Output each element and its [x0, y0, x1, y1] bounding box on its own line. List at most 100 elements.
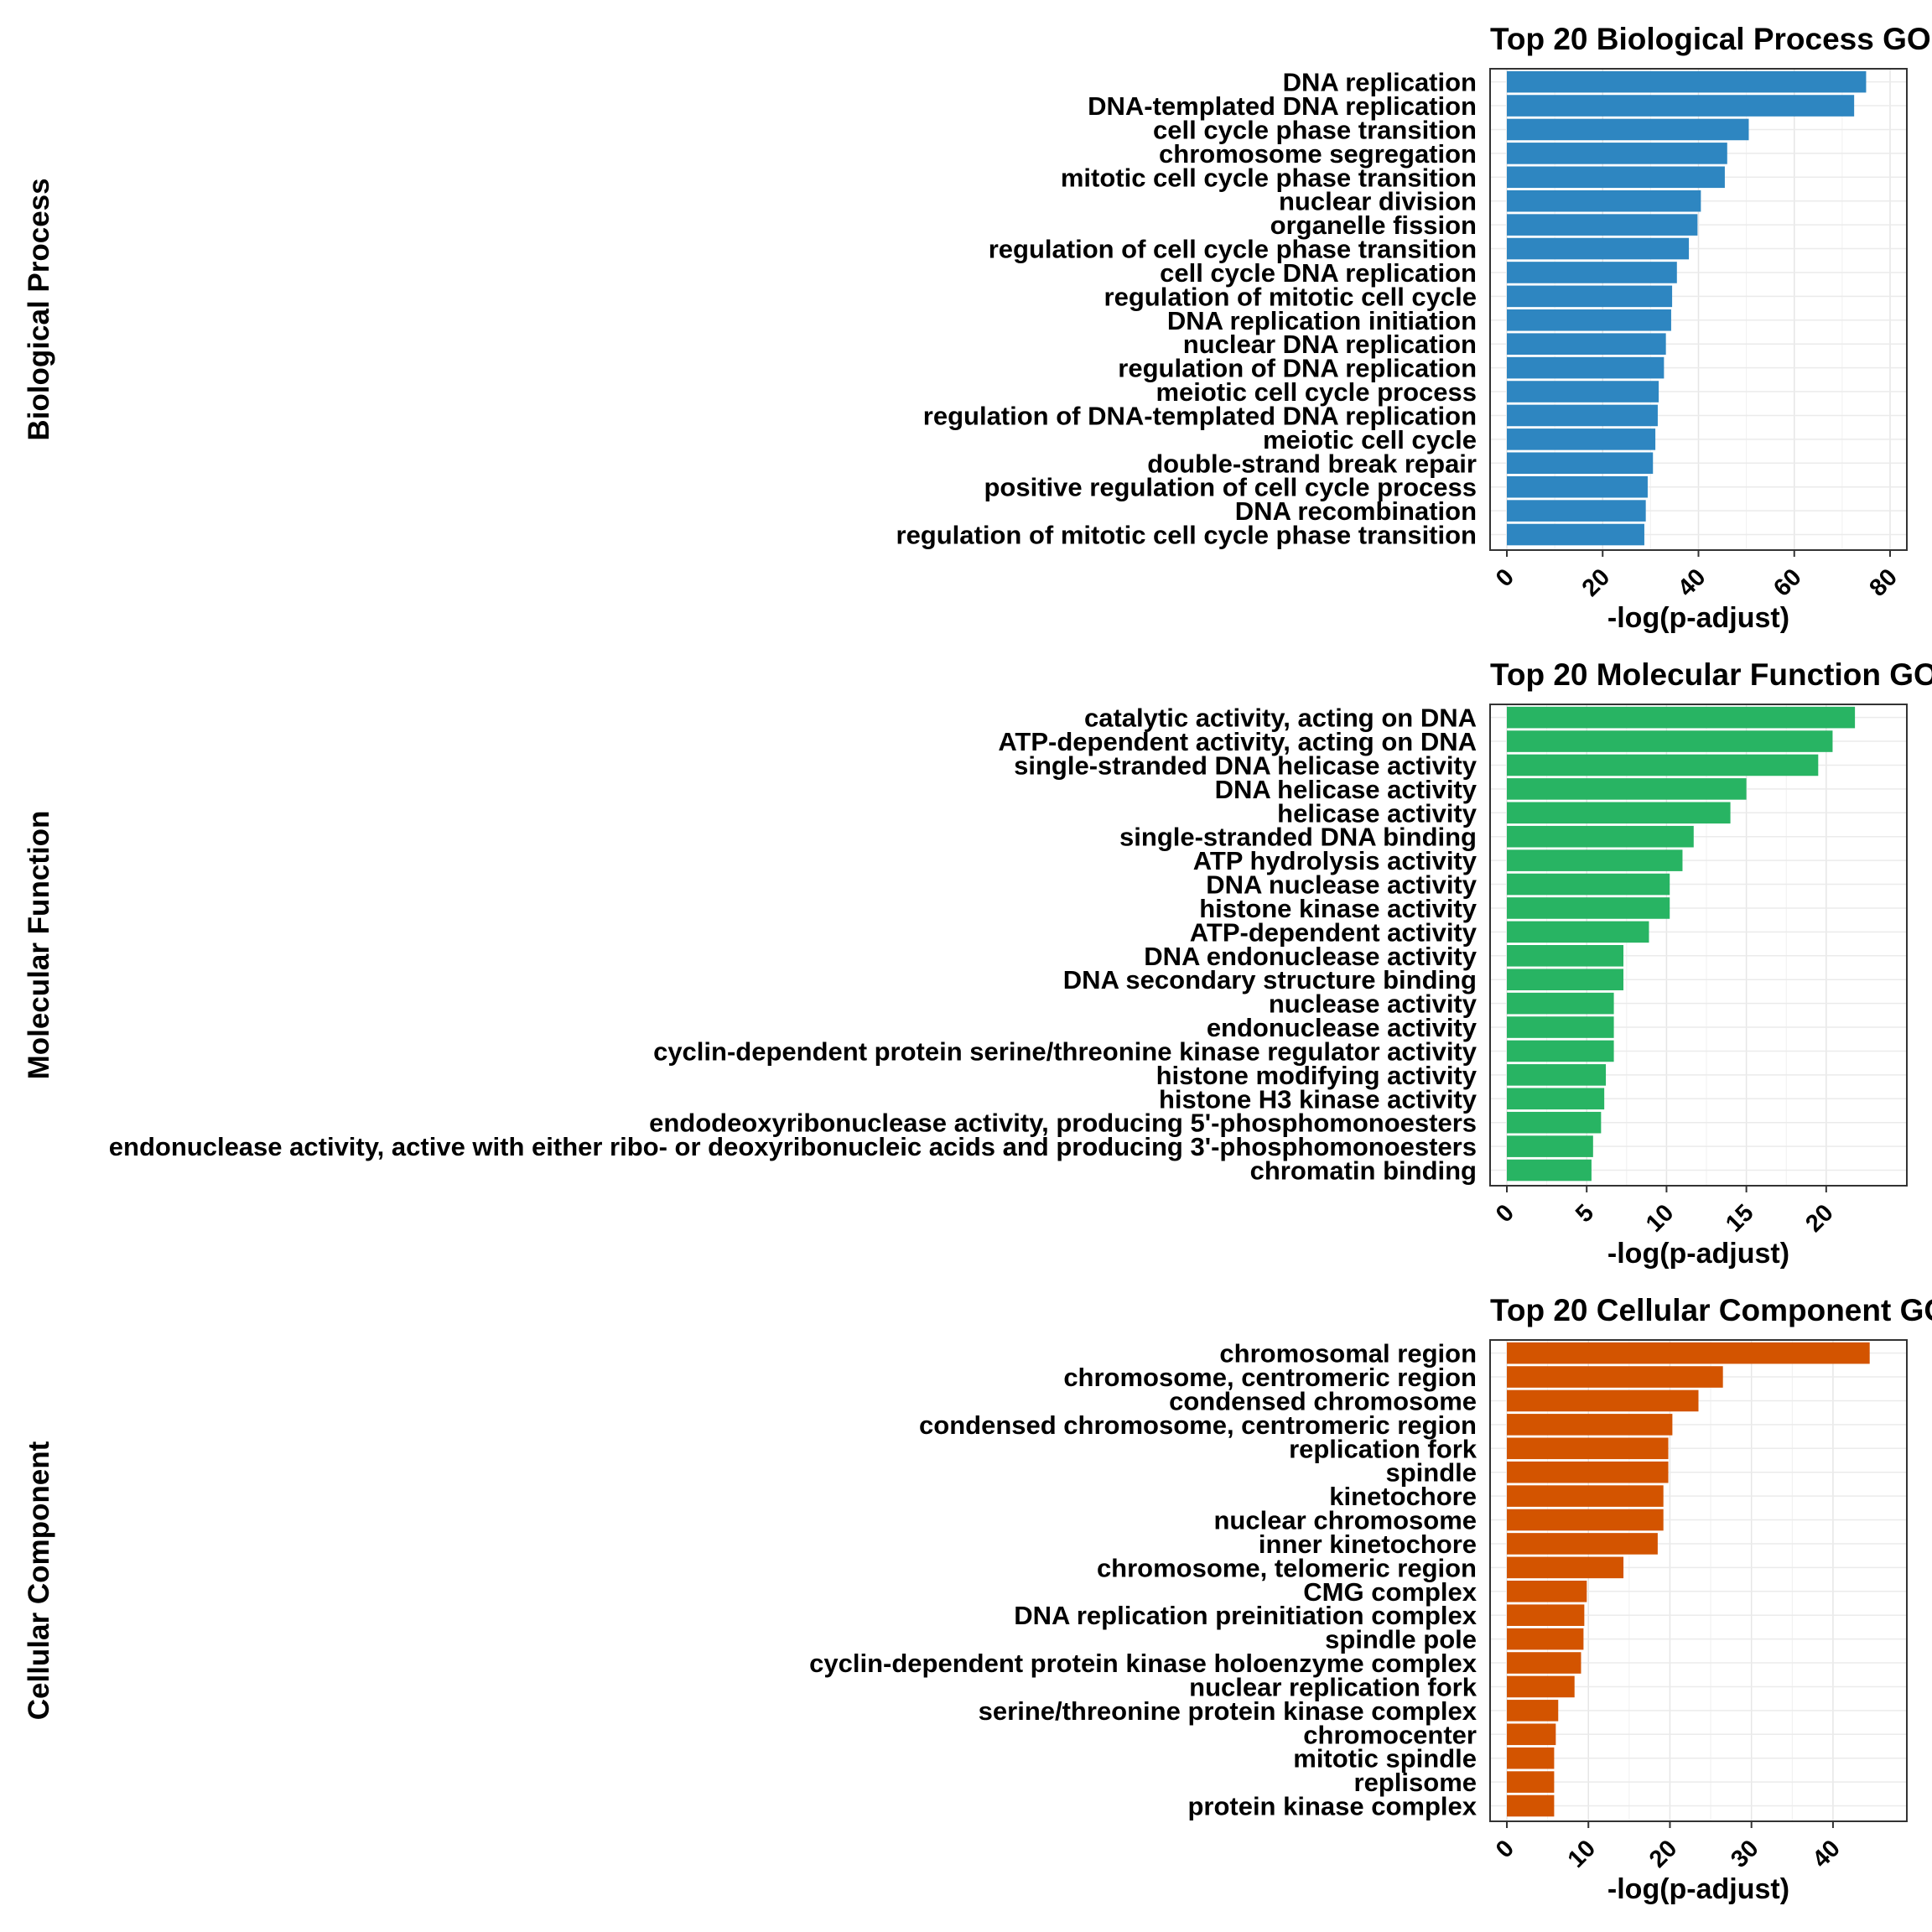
biological-process-bar	[1507, 237, 1690, 260]
cellular-component-bar	[1507, 1771, 1555, 1793]
biological-process-x-axis-label: -log(p-adjust)	[1607, 602, 1789, 634]
biological-process-category-label: DNA replication	[1283, 68, 1477, 97]
cellular-component-bar	[1507, 1437, 1669, 1460]
molecular-function-category-label: nuclease activity	[1269, 989, 1478, 1019]
molecular-function-category-label: histone kinase activity	[1199, 894, 1478, 923]
cellular-component-x-tick-label: 0	[1491, 1835, 1519, 1863]
cellular-component-bar	[1507, 1794, 1555, 1817]
biological-process-category-label: regulation of DNA replication	[1118, 354, 1477, 383]
molecular-function-category-label: ATP-dependent activity	[1190, 917, 1478, 947]
molecular-function-bar	[1507, 1088, 1605, 1110]
molecular-function-category-label: histone H3 kinase activity	[1159, 1084, 1478, 1114]
molecular-function-x-axis-label: -log(p-adjust)	[1607, 1238, 1789, 1270]
biological-process-category-label: nuclear DNA replication	[1183, 330, 1477, 359]
biological-process-bar	[1507, 262, 1677, 283]
molecular-function-category-label: single-stranded DNA binding	[1119, 823, 1477, 852]
molecular-function-bar	[1507, 778, 1747, 800]
cellular-component-category-label: nuclear replication fork	[1189, 1672, 1478, 1701]
biological-process-category-label: DNA recombination	[1235, 496, 1477, 526]
cellular-component-category-label: chromocenter	[1303, 1720, 1477, 1749]
cellular-component-bar	[1507, 1723, 1556, 1746]
cellular-component-bar	[1507, 1628, 1584, 1650]
cellular-component-x-tick-label: 10	[1563, 1835, 1601, 1872]
biological-process-bar	[1507, 356, 1665, 379]
molecular-function-category-label: ATP-dependent activity, acting on DNA	[998, 727, 1477, 756]
cellular-component-category-label: mitotic spindle	[1293, 1744, 1477, 1774]
molecular-function-bar	[1507, 873, 1670, 896]
biological-process-category-label: meiotic cell cycle	[1263, 425, 1477, 454]
biological-process-category-label: meiotic cell cycle process	[1156, 377, 1477, 407]
cellular-component-category-label: DNA replication preinitiation complex	[1014, 1601, 1478, 1630]
biological-process-bar	[1507, 214, 1698, 236]
molecular-function-category-label: endonuclease activity	[1207, 1013, 1478, 1042]
molecular-function-panel-border	[1489, 704, 1908, 1187]
cellular-component-bar	[1507, 1461, 1669, 1483]
cellular-component-bar	[1507, 1533, 1658, 1555]
cellular-component-category-label: spindle pole	[1325, 1625, 1477, 1654]
biological-process-bar	[1507, 309, 1671, 331]
molecular-function-category-label: chromatin binding	[1250, 1156, 1477, 1186]
biological-process-bar	[1507, 500, 1646, 522]
biological-process-bar	[1507, 190, 1701, 212]
biological-process-category-label: cell cycle DNA replication	[1160, 258, 1477, 288]
cellular-component-row-label: Cellular Component	[23, 1441, 55, 1720]
cellular-component-x-tick-label: 30	[1726, 1835, 1763, 1872]
cellular-component-x-tick-label: 20	[1644, 1835, 1682, 1872]
biological-process-x-tick-label: 20	[1577, 564, 1615, 601]
cellular-component-bar	[1507, 1509, 1664, 1531]
molecular-function-bar	[1507, 1135, 1593, 1157]
molecular-function-x-tick-label: 20	[1800, 1199, 1838, 1237]
cellular-component-x-tick-label: 40	[1807, 1835, 1845, 1872]
biological-process-bar	[1507, 285, 1673, 308]
cellular-component-category-label: CMG complex	[1303, 1577, 1477, 1607]
biological-process-bar	[1507, 95, 1855, 117]
biological-process-category-label: DNA-templated DNA replication	[1088, 91, 1477, 121]
molecular-function-bar	[1507, 921, 1649, 943]
molecular-function-bar	[1507, 1064, 1607, 1086]
molecular-function-category-label: catalytic activity, acting on DNA	[1084, 704, 1477, 733]
cellular-component-category-label: kinetochore	[1329, 1482, 1477, 1511]
cellular-component-category-label: cyclin-dependent protein kinase holoenzy…	[809, 1649, 1478, 1678]
cellular-component-bar	[1507, 1556, 1624, 1579]
molecular-function-category-label: single-stranded DNA helicase activity	[1014, 750, 1478, 780]
molecular-function-bar	[1507, 969, 1624, 990]
biological-process-category-label: mitotic cell cycle phase transition	[1061, 163, 1477, 192]
biological-process-title: Top 20 Biological Process GO	[1490, 22, 1931, 56]
biological-process-bar	[1507, 452, 1654, 475]
molecular-function-category-label: helicase activity	[1277, 798, 1478, 828]
biological-process-bar	[1507, 333, 1666, 355]
cellular-component-category-label: replisome	[1354, 1768, 1477, 1797]
molecular-function-x-tick-label: 5	[1571, 1199, 1599, 1228]
biological-process-category-label: double-strand break repair	[1147, 449, 1477, 478]
molecular-function-bar	[1507, 706, 1856, 729]
cellular-component-bar	[1507, 1366, 1723, 1388]
cellular-component-category-label: condensed chromosome	[1169, 1386, 1477, 1415]
cellular-component-bar	[1507, 1581, 1587, 1602]
cellular-component-bar	[1507, 1652, 1581, 1674]
molecular-function-bar	[1507, 1111, 1602, 1134]
molecular-function-bar	[1507, 1016, 1614, 1038]
biological-process-bar	[1507, 166, 1725, 189]
molecular-function-x-tick-label: 15	[1721, 1199, 1758, 1237]
molecular-function-bar	[1507, 849, 1683, 871]
biological-process-x-tick-label: 0	[1491, 564, 1519, 592]
cellular-component-category-label: condensed chromosome, centromeric region	[919, 1410, 1477, 1440]
molecular-function-x-tick-label: 0	[1491, 1199, 1519, 1228]
molecular-function-bar	[1507, 754, 1819, 776]
molecular-function-category-label: endodeoxyribonuclease activity, producin…	[649, 1109, 1477, 1138]
cellular-component-category-label: chromosome, telomeric region	[1097, 1553, 1477, 1582]
biological-process-category-label: nuclear division	[1279, 187, 1477, 216]
cellular-component-bar	[1507, 1389, 1699, 1412]
molecular-function-category-label: cyclin-dependent protein serine/threonin…	[653, 1036, 1478, 1066]
molecular-function-category-label: DNA secondary structure binding	[1063, 965, 1477, 995]
cellular-component-category-label: replication fork	[1289, 1434, 1478, 1463]
molecular-function-bar	[1507, 945, 1624, 967]
cellular-component-category-label: nuclear chromosome	[1213, 1506, 1477, 1535]
biological-process-category-label: regulation of mitotic cell cycle phase t…	[896, 521, 1478, 550]
molecular-function-category-label: ATP hydrolysis activity	[1193, 846, 1478, 875]
molecular-function-bar	[1507, 1040, 1614, 1062]
biological-process-bar	[1507, 70, 1867, 93]
cellular-component-category-label: inner kinetochore	[1259, 1530, 1477, 1559]
